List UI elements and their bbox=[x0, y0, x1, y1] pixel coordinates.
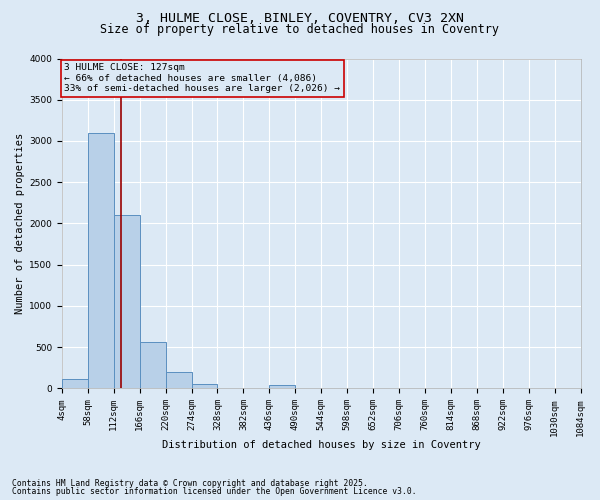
Text: Size of property relative to detached houses in Coventry: Size of property relative to detached ho… bbox=[101, 22, 499, 36]
Text: 3 HULME CLOSE: 127sqm
← 66% of detached houses are smaller (4,086)
33% of semi-d: 3 HULME CLOSE: 127sqm ← 66% of detached … bbox=[64, 64, 340, 93]
Bar bbox=[88, 132, 114, 388]
Text: 3, HULME CLOSE, BINLEY, COVENTRY, CV3 2XN: 3, HULME CLOSE, BINLEY, COVENTRY, CV3 2X… bbox=[136, 12, 464, 26]
X-axis label: Distribution of detached houses by size in Coventry: Distribution of detached houses by size … bbox=[162, 440, 481, 450]
Bar bbox=[269, 385, 295, 388]
Text: Contains HM Land Registry data © Crown copyright and database right 2025.: Contains HM Land Registry data © Crown c… bbox=[12, 478, 368, 488]
Y-axis label: Number of detached properties: Number of detached properties bbox=[15, 133, 25, 314]
Bar bbox=[62, 378, 88, 388]
Bar bbox=[191, 384, 217, 388]
Bar bbox=[114, 215, 140, 388]
Bar bbox=[166, 372, 191, 388]
Bar bbox=[140, 342, 166, 388]
Text: Contains public sector information licensed under the Open Government Licence v3: Contains public sector information licen… bbox=[12, 487, 416, 496]
